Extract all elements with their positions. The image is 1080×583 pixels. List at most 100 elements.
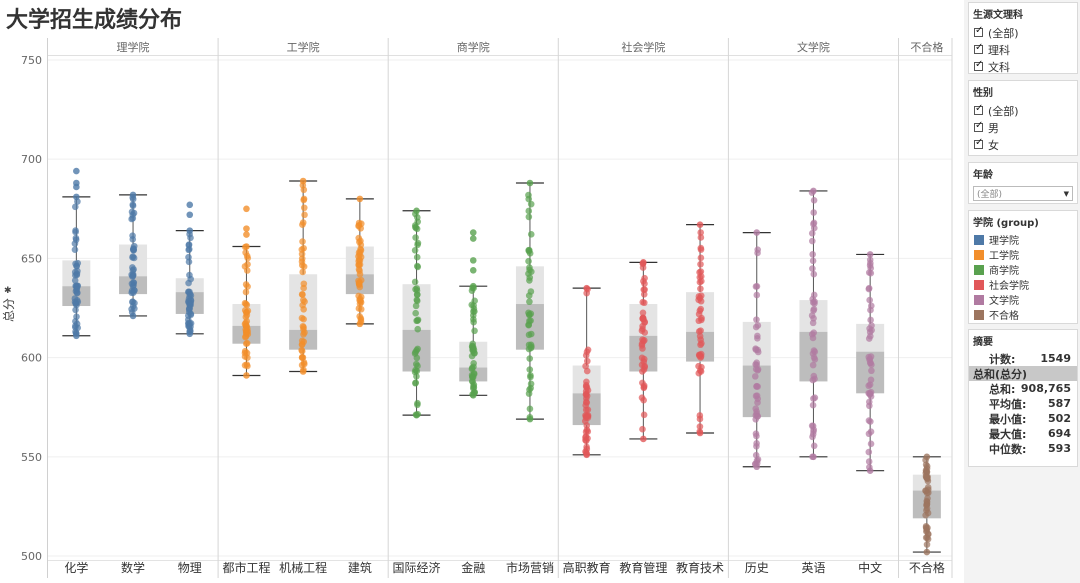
filter-subject-title: 生源文理科 — [973, 10, 1023, 21]
data-point — [697, 234, 705, 241]
data-point — [300, 204, 308, 212]
data-point — [300, 196, 308, 204]
data-point — [753, 316, 760, 323]
data-point — [412, 286, 419, 293]
data-point — [242, 288, 250, 296]
checkbox-icon[interactable] — [974, 25, 983, 37]
legend-swatch — [974, 309, 984, 320]
data-point — [298, 255, 306, 262]
data-point — [73, 270, 81, 278]
legend-title: 学院 (group) — [973, 218, 1039, 229]
checkbox-icon[interactable] — [974, 103, 983, 115]
data-point — [865, 285, 873, 293]
filter-gender-female[interactable]: 女 — [969, 136, 1077, 153]
legend-swatch — [974, 294, 984, 305]
data-point — [697, 285, 704, 293]
summary-row: 最大值: 694 — [969, 426, 1077, 441]
data-point — [865, 448, 873, 456]
checkbox-icon[interactable] — [974, 59, 983, 71]
data-point — [244, 307, 252, 315]
legend-swatch — [974, 249, 984, 260]
x-tick-label: 高职教育 — [563, 560, 611, 575]
data-point — [639, 298, 647, 306]
data-point — [583, 384, 591, 391]
grade-dropdown[interactable]: (全部) ▼ — [973, 186, 1073, 201]
summary-card: 摘要 计数: 1549 总和(总分) 总和: 908,765 平均值: 587 最小值: 5… — [968, 329, 1078, 467]
data-point — [639, 345, 646, 352]
x-tick-label: 英语 — [801, 561, 825, 575]
data-point — [810, 372, 818, 380]
checkbox-icon[interactable] — [974, 42, 983, 54]
data-point — [868, 367, 875, 375]
data-point — [695, 310, 703, 318]
x-tick-label: 化学 — [64, 560, 88, 575]
dropdown-arrow-icon[interactable]: ▼ — [1063, 189, 1069, 198]
y-tick-label: 700 — [21, 153, 42, 166]
data-point — [71, 203, 79, 211]
college-header: 社会学院 — [621, 40, 665, 54]
data-point — [469, 282, 477, 290]
data-point — [241, 353, 249, 360]
x-tick-label: 数学 — [121, 560, 145, 575]
summary-group: 总和(总分) — [969, 366, 1077, 381]
data-point — [810, 395, 817, 402]
x-tick-label: 教育技术 — [676, 560, 724, 575]
data-point — [526, 311, 533, 319]
legend-item[interactable]: 工学院 — [969, 247, 1077, 262]
data-point — [356, 195, 364, 203]
legend-item[interactable]: 不合格 — [969, 307, 1077, 322]
data-point — [753, 440, 760, 447]
data-point — [299, 368, 307, 375]
data-point — [754, 456, 762, 463]
data-point — [185, 258, 193, 266]
x-tick-label: 不合格 — [909, 560, 945, 575]
data-point — [753, 291, 761, 299]
filter-gender-male[interactable]: 男 — [969, 119, 1077, 136]
data-point — [525, 213, 533, 221]
data-point — [810, 224, 818, 232]
data-point — [810, 270, 818, 278]
data-point — [413, 346, 420, 354]
data-point — [866, 467, 874, 475]
checkbox-icon[interactable] — [974, 137, 983, 149]
data-point — [73, 167, 80, 175]
data-point — [754, 249, 761, 257]
data-point — [355, 279, 363, 287]
data-point — [754, 332, 761, 340]
legend-item[interactable]: 理学院 — [969, 232, 1077, 247]
data-point — [865, 458, 873, 465]
data-point — [301, 298, 308, 305]
filter-subject-arts[interactable]: 文科 — [969, 58, 1077, 75]
data-point — [924, 531, 932, 538]
legend-item[interactable]: 社会学院 — [969, 277, 1077, 292]
filter-gender: 性别 (全部) 男 女 — [968, 80, 1078, 156]
filter-subject-science[interactable]: 理科 — [969, 41, 1077, 58]
legend-item[interactable]: 文学院 — [969, 292, 1077, 307]
data-point — [924, 486, 932, 493]
x-tick-label: 教育管理 — [619, 560, 667, 575]
filter-gender-all[interactable]: (全部) — [969, 102, 1077, 119]
data-point — [129, 264, 136, 271]
data-point — [809, 257, 817, 265]
data-point — [696, 278, 704, 286]
college-header: 不合格 — [910, 40, 943, 54]
legend-item[interactable]: 商学院 — [969, 262, 1077, 277]
data-point — [412, 223, 419, 231]
filter-subject-all[interactable]: (全部) — [969, 24, 1077, 41]
y-axis-label: 总分 — [2, 298, 16, 322]
data-point — [583, 289, 590, 297]
checkbox-icon[interactable] — [974, 120, 983, 132]
data-point — [865, 417, 873, 424]
data-point — [357, 237, 364, 245]
data-point — [696, 221, 704, 228]
filter-grade-title: 年龄 — [973, 170, 993, 181]
summary-label: 最小值: — [989, 412, 1027, 426]
data-point — [809, 251, 816, 258]
data-point — [527, 231, 535, 238]
data-point — [186, 271, 193, 279]
data-point — [299, 268, 306, 276]
data-point — [243, 339, 251, 347]
data-point — [867, 440, 875, 448]
data-point — [242, 281, 250, 288]
